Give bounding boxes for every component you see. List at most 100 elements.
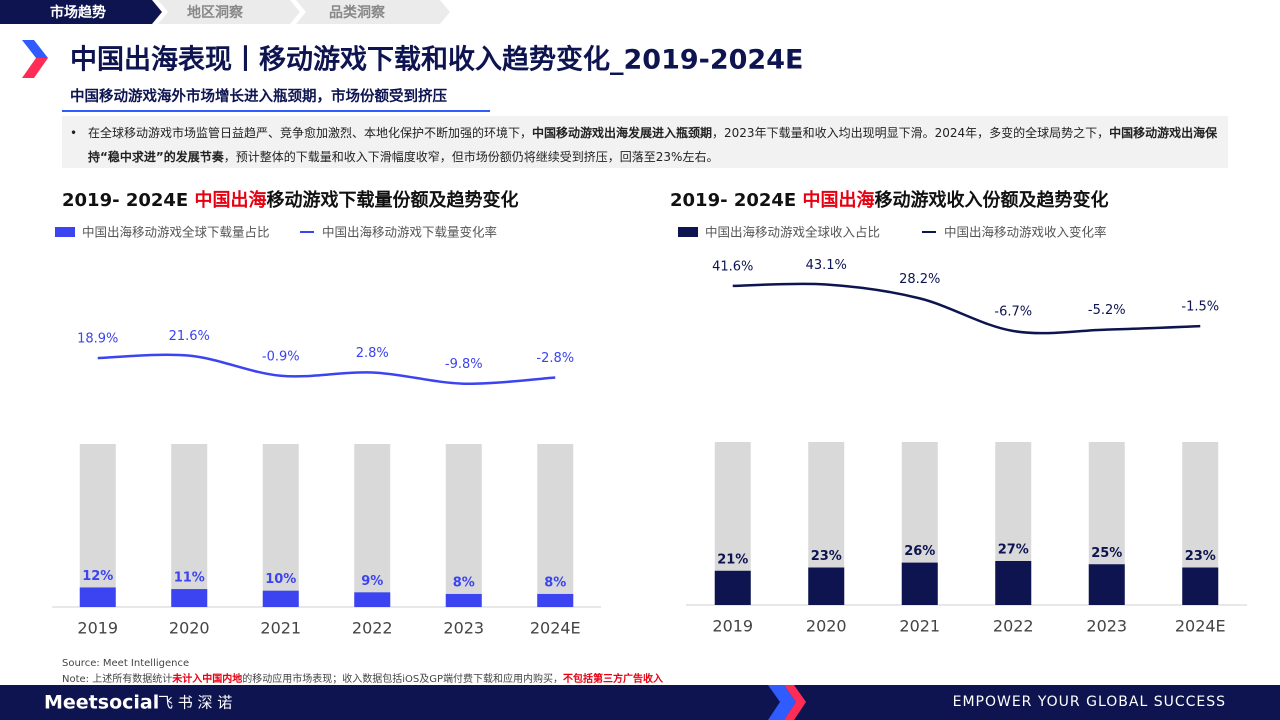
x-tick-label: 2022 — [993, 617, 1034, 636]
slogan: EMPOWER YOUR GLOBAL SUCCESS — [953, 694, 1226, 710]
page-title: 中国出海表现丨移动游戏下载和收入趋势变化_2019-2024E — [70, 44, 803, 76]
logo-mark — [22, 58, 48, 78]
chart-title: 2019- 2024E 中国出海移动游戏下载量份额及趋势变化 — [62, 189, 519, 211]
bar — [171, 589, 208, 607]
data-label: 43.1% — [806, 258, 847, 273]
data-label: 41.6% — [712, 259, 753, 274]
data-label: -9.8% — [445, 357, 483, 372]
bar — [537, 593, 574, 607]
footer-mark — [784, 685, 806, 720]
summary: 在全球移动游戏市场监管日益趋严、竞争愈加激烈、本地化保护不断加强的环境下，中国移… — [62, 116, 1228, 168]
legend-label: 中国出海移动游戏收入变化率 — [944, 225, 1107, 240]
tab-label[interactable]: 地区洞察 — [187, 4, 244, 21]
bar — [714, 570, 751, 605]
data-label: -5.2% — [1088, 303, 1126, 318]
bar — [901, 562, 938, 605]
bar — [1182, 567, 1219, 605]
text-segment: 的移动应用市场表现；收入数据包括iOS及GP端付费下载和应用内购买， — [242, 674, 564, 685]
data-label: 28.2% — [899, 272, 940, 287]
text-segment: 中国移动游戏出海发展进入瓶颈期 — [532, 126, 713, 140]
title-segment: 中国出海 — [803, 189, 875, 211]
data-label: 2.8% — [356, 346, 389, 361]
bar-track — [262, 444, 299, 607]
bar — [354, 592, 391, 607]
bar — [995, 560, 1032, 605]
data-label: 18.9% — [77, 332, 118, 347]
note: Note: 上述所有数据统计未计入中国内地的移动应用市场表现；收入数据包括iOS… — [62, 670, 663, 685]
title-segment: 中国出海 — [195, 189, 267, 211]
data-label: -1.5% — [1181, 300, 1219, 315]
footer-bar — [0, 685, 1280, 720]
subtitle: 中国移动游戏海外市场增长进入瓶颈期，市场份额受到挤压 — [70, 87, 447, 105]
x-tick-label: 2023 — [443, 619, 484, 638]
text-segment: Note: 上述所有数据统计 — [62, 674, 173, 685]
title-segment: 2019- 2024E — [670, 190, 803, 211]
tab-active — [0, 0, 162, 24]
x-tick-label: 2023 — [1086, 617, 1127, 636]
tab-label[interactable]: 市场趋势 — [50, 4, 106, 21]
data-label: 21.6% — [169, 329, 210, 344]
x-tick-label: 2019 — [712, 617, 753, 636]
data-label: 27% — [998, 542, 1029, 557]
data-label: 23% — [811, 549, 842, 564]
data-label: 10% — [265, 572, 296, 587]
bar-track — [171, 444, 208, 607]
footer-mark — [768, 685, 796, 720]
title-segment: 移动游戏下载量份额及趋势变化 — [267, 189, 519, 211]
title-segment: 2019- 2024E — [62, 190, 195, 211]
text-segment: 不包括第三方广告收入 — [563, 674, 664, 685]
data-label: -6.7% — [994, 304, 1032, 319]
text-segment: 在全球移动游戏市场监管日益趋严、竞争愈加激烈、本地化保护不断加强的环境下， — [88, 126, 533, 140]
x-tick-label: 2024E — [530, 619, 581, 638]
line — [732, 282, 1201, 335]
data-label: -0.9% — [262, 349, 300, 364]
legend-label: 中国出海移动游戏下载量变化率 — [322, 225, 497, 240]
x-tick-label: 2019 — [77, 619, 118, 638]
legend-label: 中国出海移动游戏全球下载量占比 — [82, 225, 270, 240]
data-label: 8% — [453, 575, 475, 590]
data-label: -2.8% — [536, 351, 574, 366]
x-tick-label: 2022 — [352, 619, 393, 638]
chart-title: 2019- 2024E 中国出海移动游戏收入份额及趋势变化 — [670, 189, 1109, 211]
text-segment: 中国移动游戏出海保持“稳中求进”的发展节奏 — [88, 126, 1218, 164]
data-label: 21% — [717, 552, 748, 567]
data-label: 12% — [82, 569, 113, 584]
x-tick-label: 2024E — [1175, 617, 1226, 636]
data-label: 26% — [904, 544, 935, 559]
bar-track — [354, 444, 391, 607]
x-tick-label: 2021 — [899, 617, 940, 636]
legend-label: 中国出海移动游戏全球收入占比 — [705, 225, 880, 240]
data-label: 25% — [1091, 546, 1122, 561]
bar — [79, 587, 116, 607]
tab — [296, 0, 450, 24]
text-segment: 未计入中国内地 — [172, 674, 243, 685]
data-label: 8% — [544, 575, 566, 590]
bar-track — [79, 444, 116, 607]
title-segment: 移动游戏收入份额及趋势变化 — [875, 189, 1109, 211]
legend-swatch — [678, 227, 698, 237]
data-label: 9% — [361, 574, 383, 589]
bar-track — [537, 444, 574, 607]
brand: Meetsocial — [44, 692, 159, 714]
source: Source: Meet Intelligence — [62, 658, 190, 669]
data-label: 23% — [1185, 549, 1216, 564]
x-tick-label: 2020 — [806, 617, 847, 636]
bar — [808, 567, 845, 605]
tab — [158, 0, 300, 24]
data-label: 11% — [174, 571, 205, 586]
x-tick-label: 2020 — [169, 619, 210, 638]
bar-track — [445, 444, 482, 607]
bar — [262, 590, 299, 607]
text-segment: ，预计整体的下载量和收入下滑幅度收窄，但市场份额仍将继续受到挤压，回落至23%左… — [223, 150, 719, 164]
tab-label[interactable]: 品类洞察 — [329, 4, 386, 21]
bar — [445, 593, 482, 607]
brand-cn: 飞 书 深 诺 — [158, 694, 232, 712]
logo-mark — [22, 40, 48, 58]
line — [97, 353, 556, 386]
text-segment: ，2023年下载量和收入均出现明显下滑。2024年，多变的全球局势之下， — [712, 126, 1110, 140]
legend-swatch — [55, 227, 75, 237]
x-tick-label: 2021 — [260, 619, 301, 638]
bar — [1088, 564, 1125, 605]
